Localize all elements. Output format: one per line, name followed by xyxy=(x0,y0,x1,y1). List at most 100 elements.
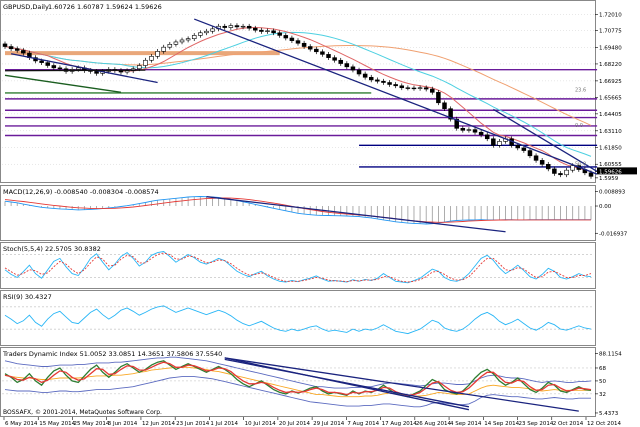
macd-trendline[interactable] xyxy=(206,196,506,233)
candle[interactable] xyxy=(491,136,496,148)
candle[interactable] xyxy=(228,23,234,30)
candle[interactable] xyxy=(326,52,331,61)
candle-body xyxy=(253,27,258,31)
candle[interactable] xyxy=(222,23,228,30)
candle[interactable] xyxy=(411,85,417,91)
rsi-panel-frame xyxy=(0,290,596,346)
trendline[interactable] xyxy=(4,69,146,72)
x-tick-label: 20 Jul 2014 xyxy=(279,421,311,427)
candle[interactable] xyxy=(283,33,289,41)
candle[interactable] xyxy=(320,49,325,57)
candle[interactable] xyxy=(253,25,258,33)
candle[interactable] xyxy=(314,46,319,55)
copyright-label: BOSSAFX, © 2001-2014, MetaQuotes Softwar… xyxy=(3,409,162,416)
candle[interactable] xyxy=(381,78,386,85)
candle[interactable] xyxy=(423,85,429,92)
candle[interactable] xyxy=(356,67,362,77)
candle[interactable] xyxy=(8,44,14,52)
price-panel[interactable]: 23.6 0.0 50.0 xyxy=(2,14,598,179)
trendline[interactable] xyxy=(10,53,158,84)
candle[interactable] xyxy=(143,57,148,68)
candle[interactable] xyxy=(417,85,423,91)
candle[interactable] xyxy=(271,28,276,36)
candle[interactable] xyxy=(533,153,539,163)
candle[interactable] xyxy=(210,26,215,34)
macd-panel[interactable] xyxy=(4,196,592,233)
candle[interactable] xyxy=(82,65,87,73)
candle[interactable] xyxy=(295,38,301,46)
candle[interactable] xyxy=(497,139,502,148)
candle[interactable] xyxy=(14,46,20,53)
candle[interactable] xyxy=(277,30,282,38)
candle[interactable] xyxy=(472,127,478,135)
candle[interactable] xyxy=(368,74,374,83)
rsi-panel[interactable] xyxy=(2,305,594,335)
tdi-trendline[interactable] xyxy=(224,357,579,412)
candle[interactable] xyxy=(466,127,472,133)
candle[interactable] xyxy=(2,41,8,49)
candle[interactable] xyxy=(21,48,26,56)
candle[interactable] xyxy=(234,23,240,30)
candle[interactable] xyxy=(539,158,545,167)
candle[interactable] xyxy=(399,83,405,91)
candle[interactable] xyxy=(375,77,380,84)
candle[interactable] xyxy=(265,28,270,34)
candle[interactable] xyxy=(179,37,185,45)
candle[interactable] xyxy=(546,161,551,172)
candle-body xyxy=(356,69,362,75)
candle[interactable] xyxy=(527,148,533,159)
candle[interactable] xyxy=(198,30,203,38)
trendline[interactable] xyxy=(4,74,122,93)
macd-title: MACD(12,26,9) -0.008540 -0.008304 -0.008… xyxy=(3,188,159,196)
candle[interactable] xyxy=(240,23,246,30)
candle[interactable] xyxy=(185,36,191,43)
trendline[interactable] xyxy=(492,108,598,173)
candle[interactable] xyxy=(362,71,368,80)
candle[interactable] xyxy=(478,129,484,138)
candle[interactable] xyxy=(289,35,295,43)
candle[interactable] xyxy=(436,89,441,106)
candle[interactable] xyxy=(338,57,343,66)
candle[interactable] xyxy=(387,80,392,87)
tdi-trendline[interactable] xyxy=(224,357,470,411)
candle[interactable] xyxy=(259,27,264,34)
candle[interactable] xyxy=(246,23,252,31)
tdi-panel[interactable] xyxy=(2,356,594,412)
candle[interactable] xyxy=(484,132,490,142)
candle[interactable] xyxy=(51,63,57,71)
candle[interactable] xyxy=(448,106,453,122)
candle[interactable] xyxy=(564,167,569,178)
candle[interactable] xyxy=(344,61,350,70)
candle[interactable] xyxy=(430,86,435,95)
stoch-panel[interactable] xyxy=(2,251,594,284)
tdi-trendline[interactable] xyxy=(224,358,470,408)
candle-body xyxy=(326,54,331,58)
candle[interactable] xyxy=(521,145,527,153)
x-tick-label: 3 Jun 2014 xyxy=(108,421,138,427)
candle-body xyxy=(448,108,453,120)
candle[interactable] xyxy=(552,166,557,176)
candle[interactable] xyxy=(161,44,166,54)
trendline[interactable] xyxy=(193,18,598,175)
candle[interactable] xyxy=(454,116,459,131)
candle[interactable] xyxy=(191,33,197,42)
candle[interactable] xyxy=(155,49,160,59)
candle[interactable] xyxy=(301,40,307,49)
x-tick-label: 26 Aug 2014 xyxy=(416,421,452,427)
candle[interactable] xyxy=(204,28,209,36)
candle[interactable] xyxy=(167,41,173,50)
candle-body xyxy=(527,150,533,157)
candle[interactable] xyxy=(149,53,154,63)
x-tick-label: 12 Oct 2014 xyxy=(587,421,622,427)
candle[interactable] xyxy=(405,85,411,91)
price-tick-label: 1.63110 xyxy=(599,129,622,135)
candle[interactable] xyxy=(173,39,179,47)
candle[interactable] xyxy=(350,64,356,73)
candle[interactable] xyxy=(307,44,313,52)
candle[interactable] xyxy=(393,82,398,89)
candle[interactable] xyxy=(558,171,563,178)
candle-body xyxy=(558,173,563,176)
candle[interactable] xyxy=(332,55,337,63)
candle[interactable] xyxy=(460,125,466,133)
candle[interactable] xyxy=(442,100,447,112)
